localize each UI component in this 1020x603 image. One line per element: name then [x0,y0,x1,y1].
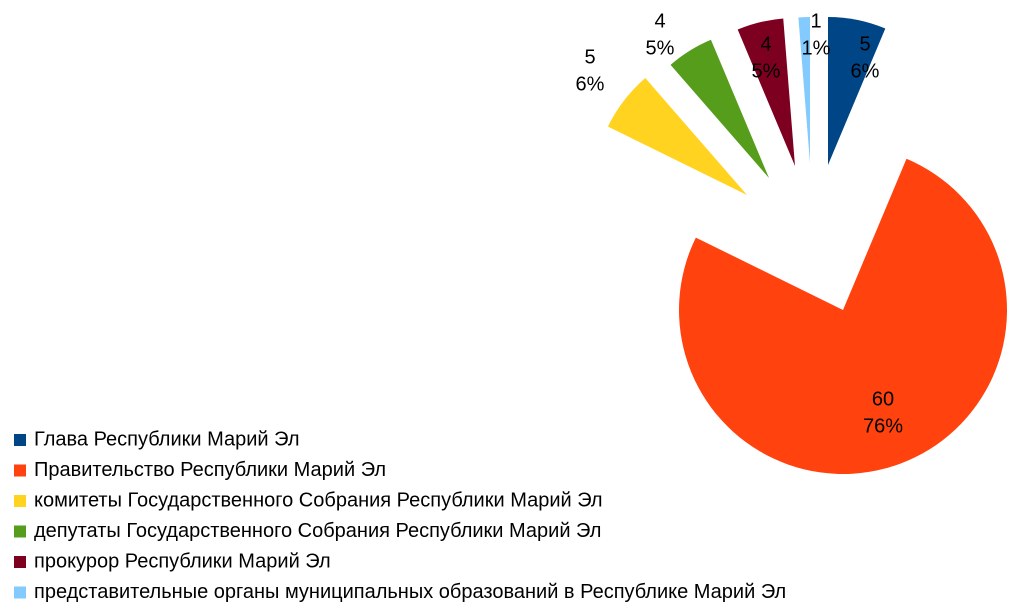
legend-label: депутаты Государственного Собрания Респу… [34,520,601,542]
value-label: 5 [584,46,595,68]
value-label: 60 [872,388,894,410]
percent-label: 6% [576,73,605,95]
value-label: 5 [859,33,870,55]
legend-swatch [14,586,26,599]
pie-slice [737,18,795,167]
percent-label: 5% [646,37,675,59]
pie-slice [607,78,747,195]
value-label: 4 [760,33,771,55]
legend-swatch [14,556,26,568]
legend-label: прокурор Республики Марий Эл [34,550,331,572]
percent-label: 1% [802,37,831,59]
legend-label: Глава Республики Марий Эл [34,428,300,450]
legend-swatch [14,464,26,477]
value-label: 4 [654,10,665,32]
pie-slice [798,17,810,163]
pie-slice [678,158,1007,474]
legend-swatch [14,434,26,446]
value-label: 1 [810,10,821,32]
legend-label: Правительство Республики Марий Эл [34,459,386,481]
legend-swatch [14,525,26,538]
legend-swatch [14,495,26,507]
pie-slice [828,17,886,165]
legend-label: комитеты Государственного Собрания Респу… [34,489,603,511]
percent-label: 6% [851,60,880,82]
pie-slice [670,39,769,178]
legend-label: представительные органы муниципальных об… [34,581,786,603]
percent-label: 76% [863,415,903,437]
percent-label: 5% [752,60,781,82]
